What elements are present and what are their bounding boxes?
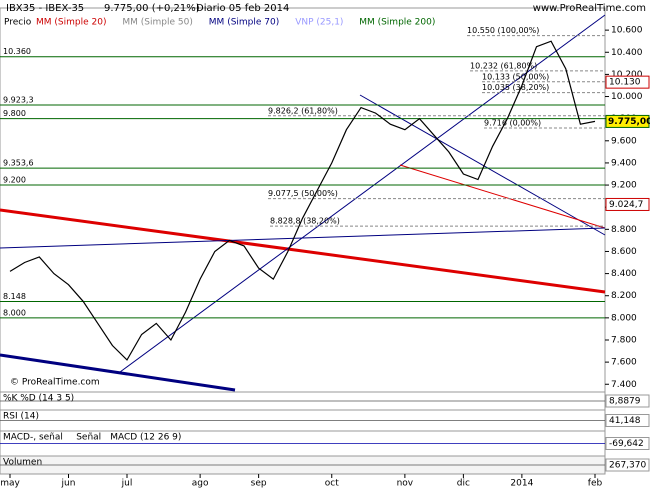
level-label: 9.200 [3,176,26,185]
y-tick-label: 7.400 [611,380,637,390]
y-tick-label: 8.200 [611,291,637,301]
y-tick-label: 7.600 [611,358,637,368]
panel-value: -69,642 [609,439,644,449]
x-tick-label: ago [192,479,209,489]
x-tick-label: 2014 [510,479,533,489]
y-tick-label: 10.400 [611,48,643,58]
level-label: 9.800 [3,109,26,118]
panel-value-box [605,437,650,450]
trend-line [399,164,606,229]
x-tick-label: feb [588,479,603,489]
y-tick-label: 8.400 [611,269,637,279]
fib-label: 9.826,2 (61,80%) [268,106,338,115]
x-tick-label: jul [121,479,133,489]
price-tag-box [605,114,650,128]
y-tick-label: 8.000 [611,313,637,323]
legend-entry: MM (Simple 70) [209,18,279,28]
last-price: 9.775,00 (+0,21%) [104,3,200,14]
panel-label: %K [3,394,19,404]
level-label: 8.148 [3,292,26,301]
x-tick-label: may [0,479,20,489]
legend-entry: VNP (25,1) [295,18,343,28]
y-tick-label: 9.200 [611,181,637,191]
level-label: 9.353,6 [3,159,34,168]
legend-entry: MM (Simple 200) [359,18,435,28]
trend-line [0,208,606,294]
legend-entry: MM (Simple 50) [122,18,192,28]
right-tag-label: 10.130 [609,78,641,88]
y-tick-label: 9.600 [611,136,637,146]
trend-line [119,14,606,373]
y-tick-label: 8.600 [611,247,637,257]
panel-value-box [605,458,650,472]
period: Diario 05 feb 2014 [196,3,289,14]
panel-label: MACD-, señal [3,433,63,443]
panel-value: 8,8879 [609,397,641,407]
price-line [9,40,596,361]
x-tick-label: nov [397,479,414,489]
panel-label: Volumen [3,458,42,468]
fib-label: 10.550 (100,00%) [467,26,539,35]
right-tag-box [605,75,650,89]
level-label: 9.923,3 [3,96,34,105]
y-tick-label: 10.200 [611,70,643,80]
panel-value-box [605,414,650,427]
panel-value: 267,370 [609,461,646,471]
x-tick-label: dic [457,479,470,489]
y-tick-label: 7.800 [611,335,637,345]
level-label: 10.360 [3,47,31,56]
y-tick-label: 10.000 [611,92,643,102]
level-label: 8.000 [3,308,26,317]
y-tick-label: 9.400 [611,158,637,168]
title: IBX35 - IBEX-35 [6,3,84,14]
fib-label: 10.133 (50,00%) [482,72,549,81]
fib-label: 9.077,5 (50,00%) [268,189,338,198]
right-tag-box [605,197,650,211]
legend-entry: MM (Simple 20) [36,18,106,28]
source: www.ProRealTime.com [533,3,646,14]
legend-entry: Precio [4,18,32,28]
trend-line [0,227,606,249]
x-tick-label: jun [61,479,76,489]
panel-value: 41,148 [609,416,641,426]
y-tick-label: 8.800 [611,225,637,235]
panel-label: RSI (14) [3,412,39,422]
x-tick-label: sep [251,479,267,489]
fib-label: 10.035 (38,20%) [482,83,549,92]
panel-label: %D (14 3 5) [20,394,74,404]
panel-label: Señal [76,433,101,443]
fib-label: 8.828,8 (38,20%) [270,217,340,226]
panel-value-box [605,394,650,408]
y-tick-label: 10.600 [611,26,643,36]
x-tick-label: oct [325,479,339,489]
fib-label: 9.716 (0,00%) [484,118,541,127]
trend-line [0,353,236,392]
price-tag-label: 9.775,00 [608,117,650,127]
watermark: © ProRealTime.com [10,378,100,388]
panel-label: MACD (12 26 9) [110,433,181,443]
fib-label: 10.232 (61,80%) [470,61,537,70]
right-tag-label: 9.024,7 [609,200,643,210]
